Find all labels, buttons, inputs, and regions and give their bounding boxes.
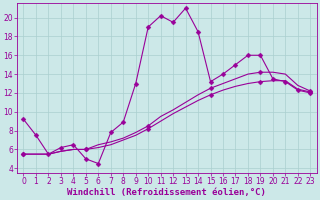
X-axis label: Windchill (Refroidissement éolien,°C): Windchill (Refroidissement éolien,°C) <box>68 188 266 197</box>
